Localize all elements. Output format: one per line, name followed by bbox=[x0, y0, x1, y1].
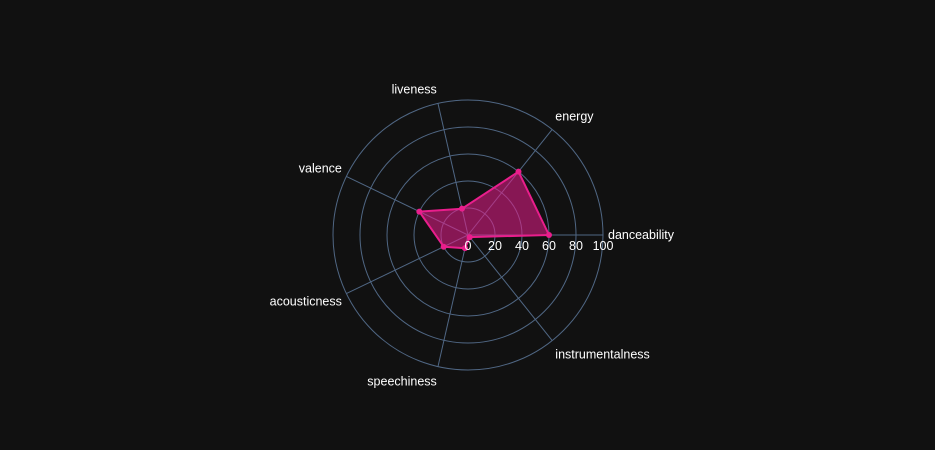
radial-tick-label-0: 0 bbox=[465, 239, 472, 253]
axis-label-valence: valence bbox=[299, 161, 342, 175]
radial-tick-label-80: 80 bbox=[569, 239, 583, 253]
series-layer bbox=[416, 168, 552, 252]
data-point-acousticness bbox=[440, 243, 447, 250]
axis-label-danceability: danceability bbox=[608, 228, 675, 242]
data-point-energy bbox=[515, 168, 522, 175]
axis-label-acousticness: acousticness bbox=[270, 295, 342, 309]
radial-tick-label-40: 40 bbox=[515, 239, 529, 253]
data-point-danceability bbox=[546, 232, 552, 238]
spoke-instrumentalness bbox=[467, 234, 553, 341]
data-point-speechiness bbox=[461, 245, 468, 252]
radial-tick-label-100: 100 bbox=[593, 239, 614, 253]
axis-label-liveness: liveness bbox=[392, 83, 437, 97]
radial-tick-label-20: 20 bbox=[488, 239, 502, 253]
data-point-valence bbox=[416, 208, 423, 215]
data-point-liveness bbox=[458, 205, 465, 212]
grid-layer bbox=[332, 99, 604, 371]
axis-label-instrumentalness: instrumentalness bbox=[555, 348, 650, 362]
axis-label-speechiness: speechiness bbox=[367, 375, 437, 389]
data-point-instrumentalness bbox=[466, 234, 473, 241]
spoke-speechiness bbox=[437, 234, 469, 367]
radial-tick-label-60: 60 bbox=[542, 239, 556, 253]
axis-label-energy: energy bbox=[555, 110, 594, 124]
